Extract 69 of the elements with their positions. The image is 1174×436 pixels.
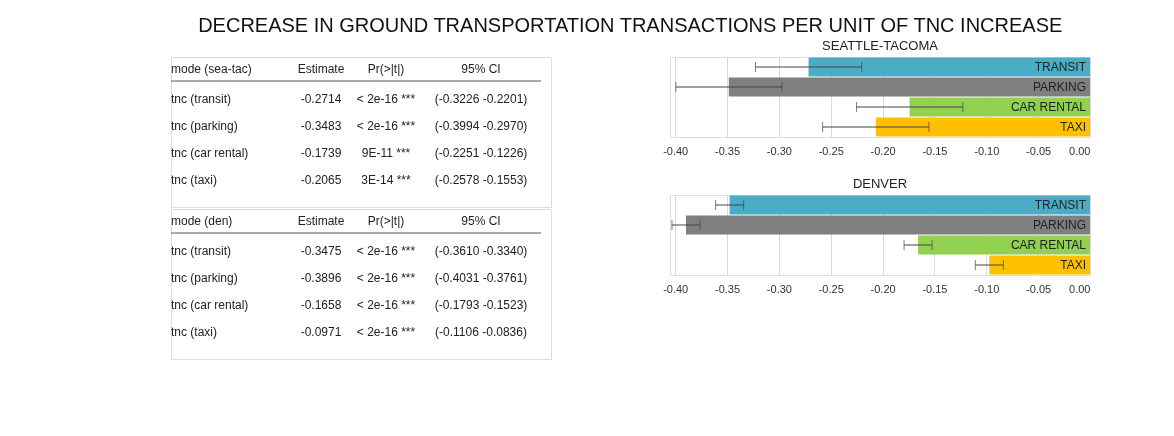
- category-label: tnc (car rental): [171, 298, 249, 312]
- x-tick-label: 0.00: [1069, 282, 1091, 295]
- x-tick-label: -0.40: [663, 282, 689, 295]
- y-tick-label: TAXI: [1060, 258, 1086, 272]
- category-label: Estimate: [297, 62, 345, 76]
- x-tick-label: -0.20: [870, 144, 896, 157]
- category-label: tnc (taxi): [171, 325, 218, 339]
- x-tick-label: -0.25: [818, 282, 844, 295]
- text: -0.3483: [300, 119, 342, 133]
- x-tick-label: -0.25: [818, 144, 844, 157]
- y-tick-label: TRANSIT: [1034, 60, 1087, 74]
- x-tick-label: -0.15: [922, 144, 948, 157]
- text: mode (den): [171, 214, 233, 228]
- category-label: tnc (transit): [171, 92, 232, 106]
- text: < 2e-16 ***: [356, 119, 416, 133]
- text: (-0.3610 -0.3340): [434, 244, 528, 258]
- text: -0.0971: [300, 325, 342, 339]
- text: DECREASE IN GROUND TRANSPORTATION TRANSACTIONS PER UNIT OF TNC INCREASE: [198, 13, 1063, 36]
- text: < 2e-16 ***: [356, 244, 416, 258]
- text: (-0.1106 -0.0836): [435, 325, 527, 339]
- x-tick-label: -0.15: [922, 282, 948, 295]
- x-tick-label: -0.10: [974, 282, 1000, 295]
- x-tick-label: -0.05: [1026, 282, 1052, 295]
- x-tick-label: 0.00: [1069, 144, 1091, 157]
- category-label: tnc (parking): [171, 119, 238, 133]
- text: 3E-14 ***: [361, 173, 411, 187]
- x-tick-label: -0.30: [766, 144, 792, 157]
- category-label: tnc (parking): [171, 271, 238, 285]
- text: -0.2714: [300, 92, 342, 106]
- text: < 2e-16 ***: [356, 271, 416, 285]
- x-tick-label: -0.05: [1026, 144, 1052, 157]
- category-label: tnc (car rental): [171, 146, 249, 160]
- text: -0.1658: [300, 298, 342, 312]
- text: < 2e-16 ***: [356, 298, 416, 312]
- x-tick-label: -0.30: [766, 282, 792, 295]
- text: (-0.3226 -0.2201): [434, 92, 528, 106]
- text: -0.3475: [300, 244, 342, 258]
- x-tick-label: -0.40: [663, 144, 689, 157]
- y-tick-label: CAR RENTAL: [1010, 100, 1087, 114]
- text: 9E-11 ***: [361, 146, 411, 160]
- y-tick-label: PARKING: [1032, 80, 1086, 94]
- x-tick-label: -0.20: [870, 282, 896, 295]
- category-label: tnc (taxi): [171, 173, 218, 187]
- y-tick-label: PARKING: [1032, 218, 1086, 232]
- text: (-0.2578 -0.1553): [434, 173, 528, 187]
- category-label: tnc (transit): [171, 244, 232, 258]
- category-label: 95% CI: [461, 214, 501, 228]
- x-tick-label: -0.35: [715, 144, 741, 157]
- y-tick-label: TRANSIT: [1034, 198, 1087, 212]
- y-tick-label: TAXI: [1060, 120, 1086, 134]
- text: -0.2065: [300, 173, 342, 187]
- text: mode (sea-tac): [171, 62, 252, 76]
- text: < 2e-16 ***: [356, 325, 416, 339]
- x-tick-label: -0.35: [715, 282, 741, 295]
- category-label: Pr(>|t|): [367, 214, 405, 228]
- x-tick-label: -0.10: [974, 144, 1000, 157]
- category-label: Estimate: [297, 214, 345, 228]
- chart-title: SEATTLE-TACOMA: [822, 38, 939, 53]
- text: (-0.4031 -0.3761): [434, 271, 528, 285]
- chart-title: DENVER: [852, 176, 908, 191]
- text: -0.3896: [300, 271, 342, 285]
- text: -0.1739: [300, 146, 342, 160]
- y-tick-label: CAR RENTAL: [1010, 238, 1087, 252]
- category-label: Pr(>|t|): [367, 62, 405, 76]
- text: (-0.3994 -0.2970): [434, 119, 528, 133]
- text: < 2e-16 ***: [356, 92, 416, 106]
- category-label: 95% CI: [461, 62, 501, 76]
- text: (-0.2251 -0.1226): [434, 146, 528, 160]
- text: (-0.1793 -0.1523): [434, 298, 528, 312]
